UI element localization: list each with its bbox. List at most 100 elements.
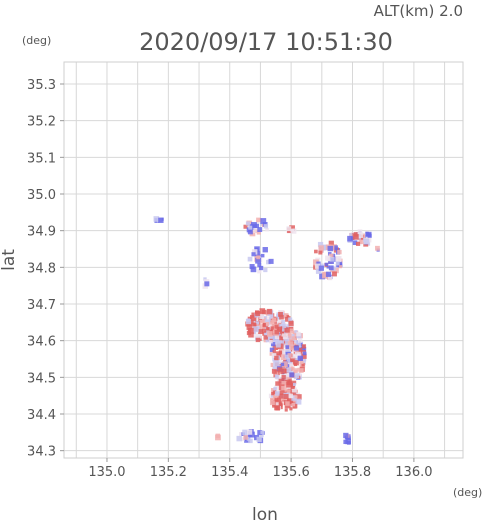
radar-point [279, 390, 285, 396]
radar-point [285, 348, 290, 354]
radar-point [296, 394, 302, 400]
radar-point [338, 265, 343, 269]
radar-point [337, 249, 342, 255]
timestamp-title: 2020/09/17 10:51:30 [139, 28, 393, 56]
radar-point [248, 229, 253, 235]
radar-point [258, 329, 264, 335]
radar-point [248, 327, 255, 334]
radar-cluster [153, 216, 164, 223]
radar-point [272, 325, 279, 332]
radar-point [328, 253, 334, 259]
radar-point [250, 315, 256, 322]
radar-point [367, 233, 372, 238]
radar-point [266, 259, 271, 265]
radar-point [281, 368, 287, 374]
radar-point [296, 347, 303, 354]
radar-point [262, 322, 266, 327]
radar-point [291, 228, 297, 234]
radar-point [248, 225, 253, 230]
radar-point [328, 265, 334, 271]
radar-point [251, 252, 256, 257]
radar-point [347, 436, 351, 440]
y-tick-label: 34.9 [27, 225, 56, 240]
radar-point [270, 341, 276, 347]
radar-point [279, 314, 284, 320]
radar-point [271, 392, 275, 396]
radar-point [285, 401, 290, 406]
radar-point [277, 367, 283, 373]
radar-point [260, 317, 266, 323]
radar-point [272, 395, 277, 400]
radar-point [257, 227, 263, 233]
radar-point [257, 263, 262, 268]
radar-point [292, 380, 297, 385]
radar-point [269, 314, 274, 319]
radar-point [251, 318, 258, 324]
radar-point [285, 345, 290, 349]
radar-point [317, 241, 324, 248]
y-tick-label: 34.7 [27, 298, 56, 313]
radar-point [292, 330, 299, 337]
radar-point [281, 375, 286, 380]
radar-point [287, 353, 292, 358]
x-tick-label: 135.6 [273, 465, 310, 480]
radar-point [264, 331, 269, 337]
radar-point [328, 240, 334, 246]
radar-point [286, 226, 292, 232]
y-tick-label: 34.5 [27, 371, 56, 386]
radar-point [345, 438, 351, 445]
radar-point [302, 351, 307, 356]
x-unit-label: (deg) [453, 486, 482, 499]
radar-point [287, 398, 294, 405]
radar-point [282, 333, 288, 340]
radar-point [293, 362, 298, 367]
altitude-label: ALT(km) 2.0 [374, 2, 463, 20]
radar-point [215, 433, 221, 439]
radar-point [274, 330, 279, 335]
radar-point [246, 324, 253, 330]
radar-point [282, 350, 288, 356]
x-axis-label: lon [252, 505, 278, 521]
radar-point [283, 394, 289, 399]
radar-point [301, 363, 305, 367]
radar-point [286, 373, 290, 377]
radar-cluster [245, 308, 295, 344]
radar-point [274, 405, 280, 411]
radar-point [255, 251, 261, 257]
radar-point [343, 432, 349, 439]
radar-point [278, 311, 283, 317]
radar-point [312, 259, 319, 266]
radar-point [243, 224, 248, 229]
radar-point [295, 340, 299, 344]
radar-point [256, 436, 262, 443]
x-tick-label: 135.2 [150, 465, 187, 480]
radar-point [325, 271, 332, 277]
radar-point [290, 385, 295, 390]
radar-point [259, 324, 265, 330]
radar-point [288, 320, 294, 326]
y-tick-label: 35.2 [27, 115, 56, 130]
radar-cluster [268, 378, 302, 412]
radar-cluster [236, 428, 265, 444]
grid [64, 62, 463, 458]
radar-point [281, 380, 287, 387]
radar-point [343, 439, 348, 445]
radar-point [277, 397, 281, 402]
radar-point [331, 266, 336, 271]
radar-point [335, 256, 342, 263]
radar-point [253, 227, 259, 233]
radar-point [282, 324, 287, 329]
radar-point [324, 262, 329, 267]
radar-point [281, 328, 286, 332]
radar-point [278, 393, 284, 399]
radar-point [318, 245, 324, 251]
radar-point [315, 268, 322, 274]
radar-point [280, 362, 285, 367]
y-tick-label: 34.8 [27, 261, 56, 276]
radar-point [255, 257, 262, 264]
radar-point [357, 236, 361, 240]
radar-point [274, 355, 279, 361]
radar-point [262, 247, 268, 253]
radar-point [203, 277, 207, 281]
